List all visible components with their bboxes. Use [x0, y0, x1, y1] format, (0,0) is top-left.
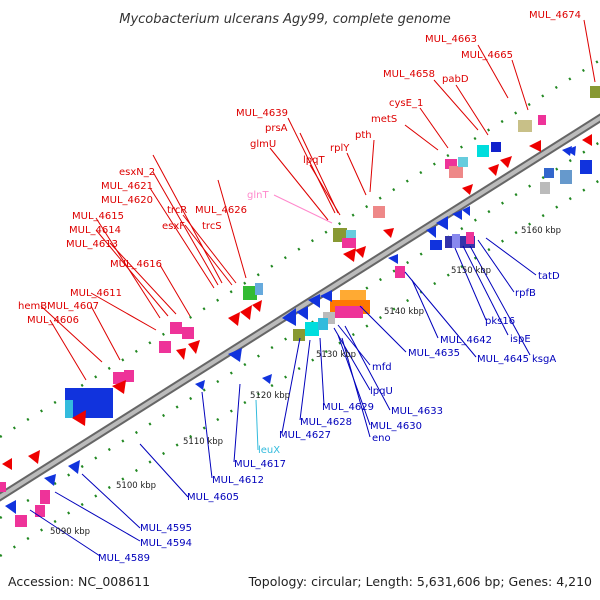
gene-label: esxN_2 [119, 167, 155, 178]
gene-label: MUL_4595 [140, 523, 192, 534]
gene-label: MUL_4616 [110, 259, 162, 270]
gene-label: ispE [510, 334, 531, 345]
gene-label: MUL_4615 [72, 211, 124, 222]
gene-label: MUL_4639 [236, 108, 288, 119]
gene-label: MUL_4594 [140, 538, 192, 549]
gene-arrows [2, 134, 592, 514]
gene-label: MUL_4627 [279, 430, 331, 441]
gene-label: glmU [250, 139, 276, 150]
gene-label: pabD [442, 74, 469, 85]
kbp-label: 5120 kbp [250, 391, 290, 401]
kbp-label: 5140 kbp [384, 307, 424, 317]
gene-label: MUL_4612 [212, 475, 264, 486]
gene-label: pth [355, 130, 372, 141]
gene-label: hemB [18, 301, 47, 312]
gene-label: glnT [247, 190, 269, 201]
leuX-leader [255, 399, 259, 451]
gene-label: MUL_4611 [70, 288, 122, 299]
gene-label: metS [371, 114, 397, 125]
gene-label: cysE_1 [389, 98, 423, 109]
gene-label: rpfB [515, 288, 536, 299]
reverse-leaders [29, 237, 537, 557]
kbp-label: 5160 kbp [521, 226, 561, 236]
gene-label: MUL_4629 [322, 402, 374, 413]
gene-label: MUL_4621 [101, 181, 153, 192]
gene-label: MUL_4645 [477, 354, 529, 365]
gene-label: MUL_4614 [69, 225, 121, 236]
gene-label: prsA [265, 123, 288, 134]
gene-label: tatD [538, 271, 560, 282]
gene-label: MUL_4605 [187, 492, 239, 503]
gene-label: leuX [258, 445, 280, 456]
gene-label: MUL_4642 [440, 335, 492, 346]
gene-label: MUL_4626 [195, 205, 247, 216]
gene-label: lpqT [303, 155, 325, 166]
gene-label: MUL_4607 [47, 301, 99, 312]
gene-label: MUL_4613 [66, 239, 118, 250]
accession-text: Accession: NC_008611 [8, 574, 151, 589]
genome-title: Mycobacterium ulcerans Agy99, complete g… [119, 12, 451, 27]
gene-label: ksgA [532, 354, 556, 365]
reverse-gene-labels: tatD rpfB pks16 ispE ksgA MUL_4642 MUL_4… [98, 271, 560, 564]
gene-label: lpqU [370, 386, 393, 397]
forward-leaders [40, 19, 596, 381]
gene-label: MUL_4633 [391, 406, 443, 417]
kbp-label: 5090 kbp [50, 527, 90, 537]
gene-label: MUL_4620 [101, 195, 153, 206]
gene-label: MUL_4665 [461, 50, 513, 61]
forward-gene-labels: MUL_4674 MUL_4663 MUL_4665 MUL_4658 pabD… [18, 10, 581, 326]
gene-label: MUL_4628 [300, 417, 352, 428]
gene-label: MUL_4617 [234, 459, 286, 470]
gene-label: MUL_4658 [383, 69, 435, 80]
gene-label: MUL_4663 [425, 34, 477, 45]
genome-summary-text: Topology: circular; Length: 5,631,606 bp… [248, 574, 592, 589]
kbp-label: 5110 kbp [183, 437, 223, 447]
gene-label: MUL_4630 [370, 421, 422, 432]
genome-backbone [0, 113, 600, 502]
kbp-label: 5130 kbp [316, 350, 356, 360]
gene-label: eno [372, 433, 391, 444]
gene-label: mfd [372, 362, 392, 373]
gene-features [0, 86, 600, 527]
gene-label: esxF [162, 221, 185, 232]
gene-label: trcS [202, 221, 222, 232]
gene-label: pks16 [485, 316, 515, 327]
kbp-scale: 5090 kbp 5100 kbp 5110 kbp 5120 kbp 5130… [50, 226, 561, 537]
gene-label: MUL_4674 [529, 10, 581, 21]
gene-label: trcR [167, 205, 187, 216]
kbp-label: 5150 kbp [451, 266, 491, 276]
gene-label: rplY [330, 143, 350, 154]
glnT-leader [273, 194, 333, 224]
gene-label: MUL_4635 [408, 348, 460, 359]
kbp-label: 5100 kbp [116, 481, 156, 491]
gene-label: MUL_4589 [98, 553, 150, 564]
gene-label: MUL_4606 [27, 315, 79, 326]
